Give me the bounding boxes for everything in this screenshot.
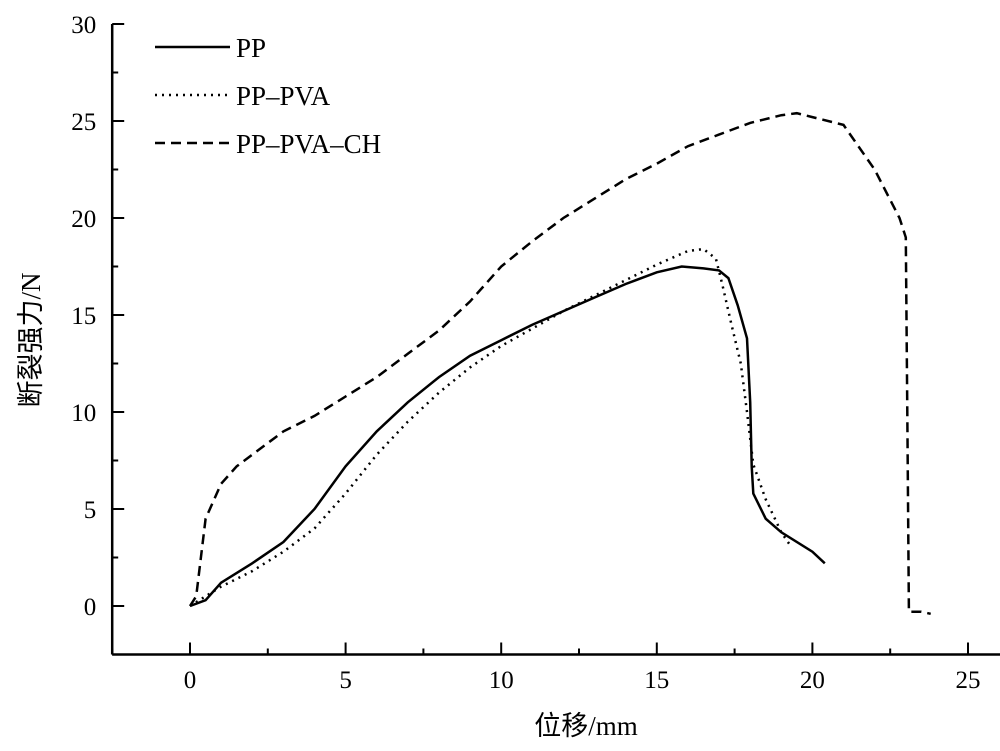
y-tick-label: 25 (71, 109, 96, 136)
axes: 0 5 10 15 20 25 0 5 10 15 20 25 30 (71, 12, 1000, 694)
y-tick-label: 30 (71, 12, 96, 39)
legend-label: PP–PVA (236, 81, 331, 111)
x-tick-label: 10 (489, 667, 514, 694)
series-group (188, 111, 931, 616)
y-axis-label: 断裂强力/N (16, 273, 46, 408)
series-line-pp (189, 265, 826, 608)
x-tick-label: 25 (956, 667, 981, 694)
legend-label: PP (236, 33, 266, 63)
x-tick-label: 15 (644, 667, 669, 694)
y-tick-label: 0 (84, 594, 97, 621)
series-line-pp-pva-ch (188, 111, 931, 616)
x-tick-label: 20 (800, 667, 825, 694)
legend: PP PP–PVA PP–PVA–CH (155, 33, 381, 159)
x-tick-label: 0 (184, 667, 197, 694)
x-axis-label: 位移/mm (534, 711, 638, 741)
x-tick-label: 5 (339, 667, 352, 694)
y-tick-label: 5 (84, 497, 97, 524)
y-tick-label: 10 (71, 400, 96, 427)
y-tick-label: 20 (71, 206, 96, 233)
series-line-pp-pva (189, 247, 792, 608)
legend-label: PP–PVA–CH (236, 129, 381, 159)
y-tick-label: 15 (71, 303, 96, 330)
